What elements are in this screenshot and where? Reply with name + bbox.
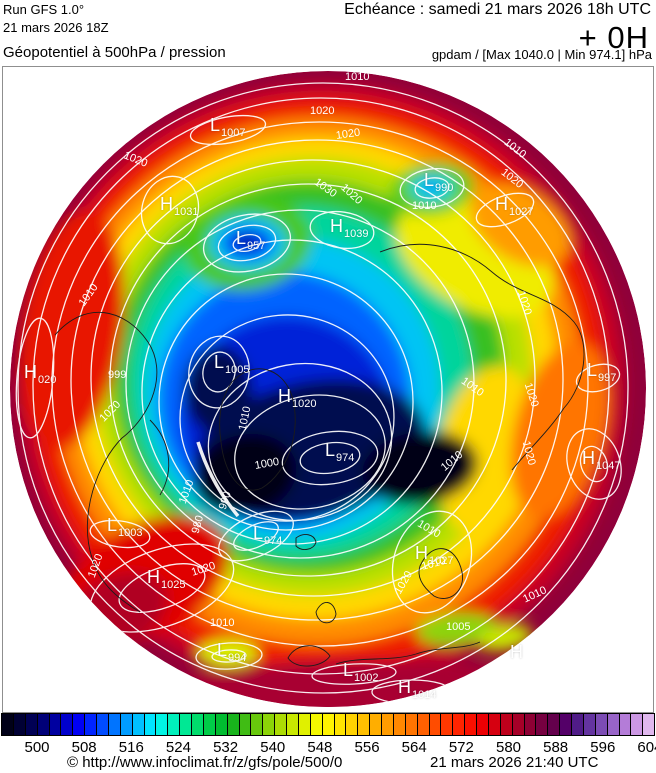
colorbar-tick-564: 564 xyxy=(401,739,427,756)
forecast-step: + 0H xyxy=(578,20,649,55)
pressure-marker-h-1039: H1039 xyxy=(330,216,369,240)
contour-label-1010: 1010 xyxy=(412,200,437,212)
colorbar-tick-540: 540 xyxy=(260,739,286,756)
pressure-marker-l-1003: L1003 xyxy=(107,515,143,539)
colorbar-ticks: 500 508 516 524 532 540 548 556 564 572 580 588 596 6… xyxy=(0,739,656,757)
contour-label-1005: 1005 xyxy=(446,621,471,633)
colorbar-tick-604: 604 xyxy=(637,739,656,756)
pressure-marker-h-020: H020 xyxy=(24,362,57,386)
units-minmax: gpdam / [Max 1040.0 | Min 974.1] hPa xyxy=(431,47,652,62)
forecast-valid-time: Echéance : samedi 21 mars 2026 18h UTC xyxy=(344,1,651,18)
source-url: © http://www.infoclimat.fr/z/gfs/pole/50… xyxy=(67,754,343,771)
contour-label-1020: 1020 xyxy=(310,105,335,117)
colorbar-tick-516: 516 xyxy=(118,739,144,756)
pressure-marker-h-1047: H1047 xyxy=(582,448,621,472)
coastlines xyxy=(54,243,585,667)
pressure-marker-h-1014: H1014 xyxy=(398,677,437,701)
contour-label-999: 999 xyxy=(108,369,127,381)
chart-variable-title: Géopotentiel à 500hPa / pression xyxy=(3,44,226,61)
pressure-marker-l-1002: L1002 xyxy=(343,660,379,684)
colorbar-tick-588: 588 xyxy=(543,739,569,756)
pressure-marker-l-990: L990 xyxy=(424,170,454,194)
pressure-marker-h: H xyxy=(510,642,523,662)
run-model: Run GFS 1.0° xyxy=(3,2,85,17)
contour-label-1010: 1010 xyxy=(345,71,370,83)
pressure-marker-l-997: L997 xyxy=(587,360,617,384)
pressure-marker-h-1025: H1025 xyxy=(147,567,186,591)
colorbar-tick-500: 500 xyxy=(24,739,50,756)
pressure-marker-l-957: L957 xyxy=(236,228,266,252)
pressure-marker-l-974: L974 xyxy=(325,440,355,464)
pressure-marker-l-974: L974 xyxy=(253,523,283,547)
pressure-marker-h-1031: H1031 xyxy=(160,194,199,218)
pressure-marker-l-1007: L1007 xyxy=(210,115,246,139)
colorbar xyxy=(1,713,656,736)
run-info: Run GFS 1.0° 21 mars 2026 18Z xyxy=(3,1,109,37)
generation-timestamp: 21 mars 2026 21:40 UTC xyxy=(430,754,599,771)
isobar-contours xyxy=(15,82,629,705)
pressure-marker-h-1027: H1027 xyxy=(495,194,534,218)
colorbar-tick-548: 548 xyxy=(307,739,333,756)
colorbar-tick-532: 532 xyxy=(213,739,239,756)
run-date: 21 mars 2026 18Z xyxy=(3,20,109,35)
pressure-marker-h-1027: H1027 xyxy=(415,543,454,567)
colorbar-tick-596: 596 xyxy=(590,739,616,756)
pressure-marker-l-1005: L1005 xyxy=(214,352,250,376)
colorbar-tick-508: 508 xyxy=(71,739,97,756)
colorbar-tick-524: 524 xyxy=(165,739,191,756)
pressure-marker-h-1020: H1020 xyxy=(278,386,317,410)
colorbar-cell xyxy=(642,713,656,736)
colorbar-tick-572: 572 xyxy=(448,739,474,756)
pressure-marker-l-994: L994 xyxy=(217,640,247,664)
colorbar-tick-556: 556 xyxy=(354,739,380,756)
contour-label-1010: 1010 xyxy=(210,617,235,629)
colorbar-tick-580: 580 xyxy=(495,739,522,756)
